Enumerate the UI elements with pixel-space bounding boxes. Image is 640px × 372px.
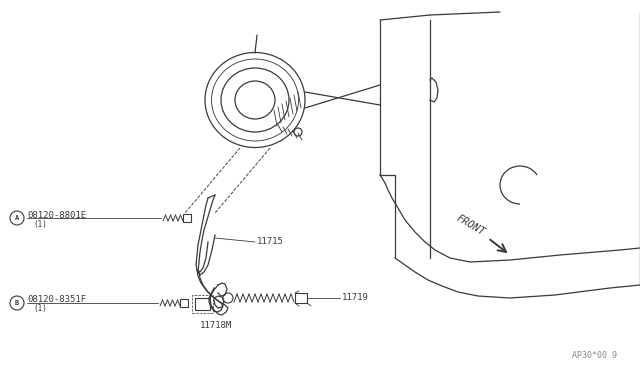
Text: 11718M: 11718M	[200, 321, 232, 330]
Bar	[295, 293, 307, 303]
Text: FRONT: FRONT	[455, 213, 487, 237]
Text: B: B	[15, 300, 19, 306]
Circle shape	[294, 128, 302, 136]
Bar	[183, 214, 191, 222]
Text: 08120-8351F: 08120-8351F	[27, 295, 86, 305]
Text: A: A	[15, 215, 19, 221]
Bar	[192, 295, 213, 313]
Text: (1): (1)	[33, 305, 47, 314]
Text: 08120-8801E: 08120-8801E	[27, 211, 86, 219]
Text: 11719: 11719	[342, 292, 369, 301]
Circle shape	[223, 293, 233, 303]
Bar	[195, 298, 210, 310]
Text: AP30*00 9: AP30*00 9	[572, 351, 617, 360]
Text: (1): (1)	[33, 219, 47, 228]
Text: 11715: 11715	[257, 237, 284, 246]
Bar	[180, 299, 188, 307]
